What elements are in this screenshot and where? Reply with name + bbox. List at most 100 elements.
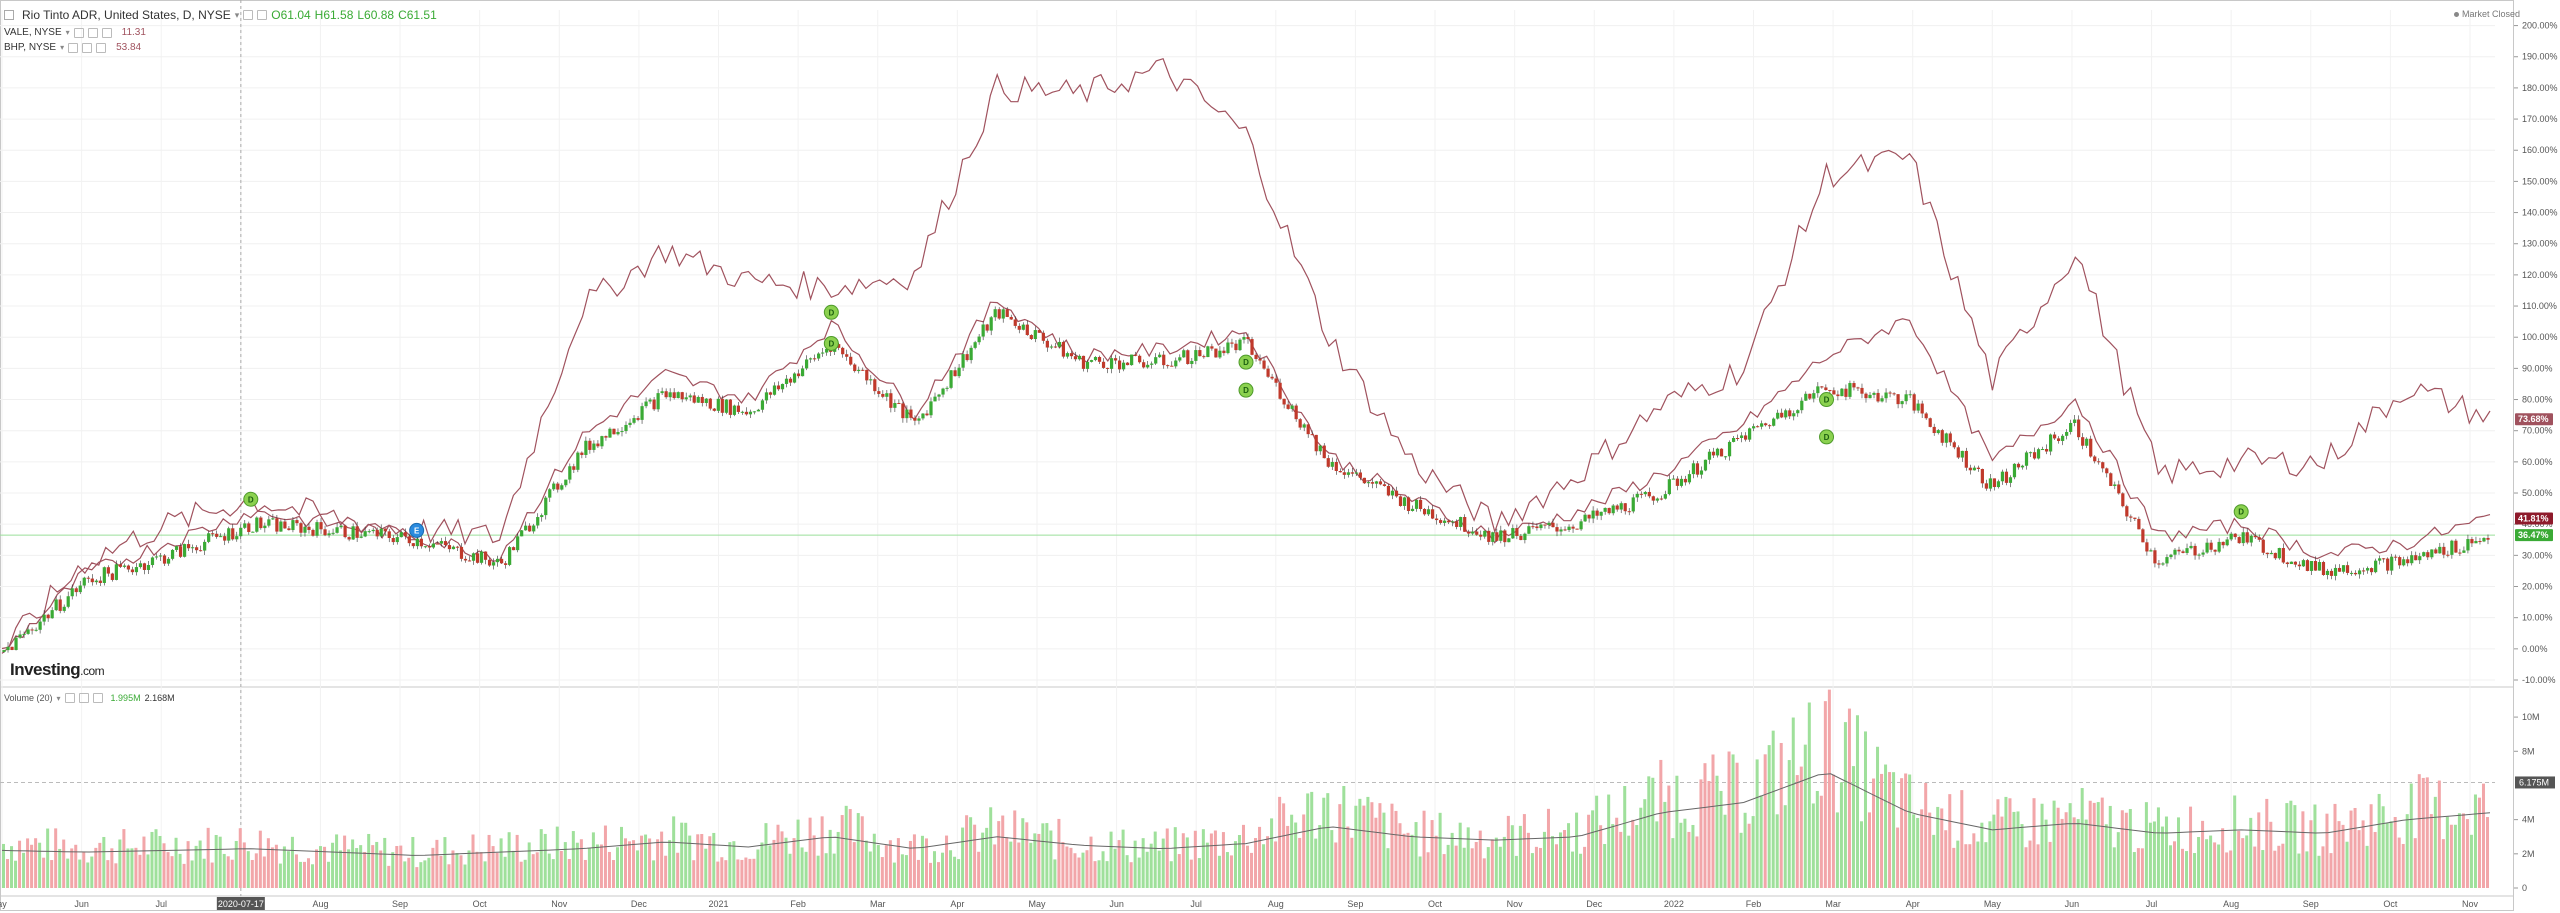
chevron-down-icon[interactable]: ▾ xyxy=(65,28,70,37)
volume-axis[interactable]: 10M 8M 6.175M 4M 2M 0 xyxy=(2514,712,2555,893)
candle-body xyxy=(612,428,616,435)
ohlc-low: L60.88 xyxy=(357,8,395,22)
chevron-down-icon[interactable]: ▾ xyxy=(56,693,61,703)
close-icon[interactable] xyxy=(92,693,103,703)
volume-bar xyxy=(2068,803,2072,888)
price-axis[interactable]: 200.00% 190.00% 180.00% 170.00% 160.00% 150.0… xyxy=(2514,21,2558,685)
eye-icon[interactable] xyxy=(73,27,84,38)
candle-body xyxy=(2297,564,2301,567)
compare-name[interactable]: BHP, NYSE xyxy=(4,42,57,53)
settings-icon[interactable] xyxy=(87,27,98,38)
candle-body xyxy=(1699,470,1704,475)
candle-body xyxy=(1354,472,1358,474)
candle-body xyxy=(279,521,283,532)
candle-body xyxy=(1222,350,1226,354)
candle-body xyxy=(1535,526,1539,529)
chevron-down-icon[interactable]: ▾ xyxy=(234,9,240,20)
volume-bar xyxy=(1458,822,1462,888)
candle-body xyxy=(2269,552,2273,555)
candle-body xyxy=(1061,341,1066,357)
candle-body xyxy=(1876,392,1880,402)
candle-body xyxy=(1623,503,1627,512)
y-tick-label: -10.00% xyxy=(2522,675,2556,685)
volume-bar xyxy=(1358,798,1362,888)
candle-body xyxy=(1117,360,1122,370)
volume-bar xyxy=(1426,852,1430,888)
volume-bar xyxy=(780,831,784,888)
volume-bar xyxy=(218,836,222,888)
volume-bar xyxy=(2361,820,2365,888)
volume-bar xyxy=(2160,826,2164,888)
eye-icon[interactable] xyxy=(68,42,79,53)
volume-bar xyxy=(2433,796,2437,888)
collapse-icon[interactable] xyxy=(4,10,14,20)
x-tick-label: Jun xyxy=(74,899,89,909)
candle-body xyxy=(640,406,644,420)
volume-bar xyxy=(2245,835,2249,888)
candle-body xyxy=(2081,437,2085,446)
symbol-title[interactable]: Rio Tinto ADR, United States, D, NYSE xyxy=(22,8,231,22)
volume-legend-name[interactable]: Volume (20) xyxy=(4,693,53,703)
volume-bar xyxy=(1948,794,1952,888)
volume-bar xyxy=(1892,772,1896,888)
close-icon[interactable] xyxy=(101,27,112,38)
time-axis[interactable]: ay Jun Jul 2020-07-17 Aug Sep Oct Nov Dec 2021 Feb… xyxy=(0,897,2478,910)
candle-body xyxy=(2177,549,2181,552)
candle-body xyxy=(475,553,480,563)
chevron-down-icon[interactable]: ▾ xyxy=(60,43,65,52)
candle-body xyxy=(2161,563,2165,565)
volume-bar xyxy=(1964,844,1968,888)
candle-body xyxy=(38,621,42,630)
settings-icon[interactable] xyxy=(78,693,89,703)
volume-bar xyxy=(624,838,628,888)
volume-bar xyxy=(2277,845,2281,888)
volume-bar xyxy=(1113,848,1117,888)
candle-body xyxy=(1435,518,1439,521)
candle-body xyxy=(387,531,391,538)
volume-bar xyxy=(1037,833,1041,888)
candle-body xyxy=(375,529,379,537)
candle-body xyxy=(423,546,427,548)
candle-body xyxy=(323,529,327,536)
close-icon[interactable] xyxy=(96,42,107,53)
settings-icon[interactable] xyxy=(243,10,254,20)
candle-body xyxy=(1463,517,1467,532)
volume-bar xyxy=(680,822,684,888)
volume-bar xyxy=(977,851,981,888)
volume-bar xyxy=(2032,798,2036,888)
volume-bar xyxy=(1546,808,1550,888)
eye-icon[interactable] xyxy=(64,693,75,703)
volume-bar xyxy=(1498,846,1502,888)
candle-body xyxy=(431,543,435,548)
candle-body xyxy=(556,483,560,490)
candle-body xyxy=(1599,511,1603,516)
volume-bar xyxy=(106,860,110,888)
candle-body xyxy=(295,520,299,524)
volume-bar xyxy=(1057,818,1061,888)
volume-bar xyxy=(1033,833,1037,888)
volume-bar xyxy=(2401,843,2405,888)
x-tick-label: Sep xyxy=(392,899,408,909)
candle-body xyxy=(2209,542,2213,550)
candle-body xyxy=(2293,561,2297,565)
volume-bar xyxy=(2453,824,2457,888)
volume-bar xyxy=(1254,838,1258,888)
settings-icon[interactable] xyxy=(82,42,93,53)
volume-bar xyxy=(126,848,130,888)
event-markers[interactable]: D E D D D D D D D xyxy=(243,304,2249,538)
close-icon[interactable] xyxy=(257,10,268,20)
compare-name[interactable]: VALE, NYSE xyxy=(4,27,62,38)
volume-bar xyxy=(740,859,744,888)
volume-bar xyxy=(2441,839,2445,888)
candle-body xyxy=(1587,514,1591,519)
volume-bar xyxy=(1189,859,1193,888)
volume-bar xyxy=(343,835,347,888)
candle-body xyxy=(1848,383,1852,397)
candle-body xyxy=(2277,548,2281,559)
volume-bar xyxy=(1514,855,1518,888)
volume-bar xyxy=(2325,813,2329,888)
volume-bar xyxy=(1177,854,1181,888)
volume-bar xyxy=(2301,811,2305,888)
volume-bar xyxy=(852,842,856,888)
